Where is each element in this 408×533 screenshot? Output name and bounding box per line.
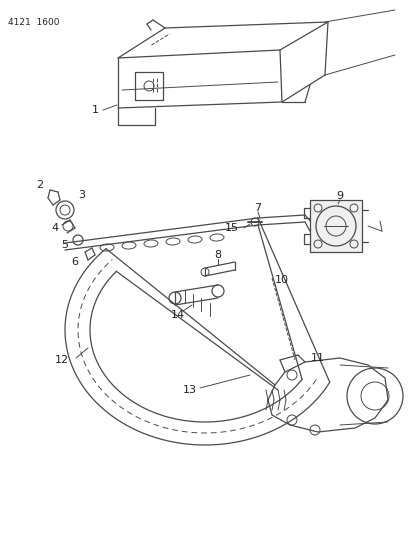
Text: 14: 14 [171, 310, 185, 320]
Text: 9: 9 [337, 191, 344, 201]
Text: 12: 12 [55, 355, 69, 365]
Text: 3: 3 [78, 190, 86, 200]
Text: 6: 6 [71, 257, 78, 267]
Text: 4121  1600: 4121 1600 [8, 18, 60, 27]
Text: 1: 1 [91, 105, 98, 115]
Text: 11: 11 [311, 353, 325, 363]
Text: 8: 8 [215, 250, 222, 260]
Text: 13: 13 [183, 385, 197, 395]
Text: 7: 7 [255, 203, 262, 213]
Text: 4: 4 [51, 223, 59, 233]
Text: 10: 10 [275, 275, 289, 285]
Text: 5: 5 [62, 240, 69, 250]
Text: 2: 2 [36, 180, 44, 190]
Bar [310, 200, 362, 252]
Text: 15: 15 [225, 223, 239, 233]
